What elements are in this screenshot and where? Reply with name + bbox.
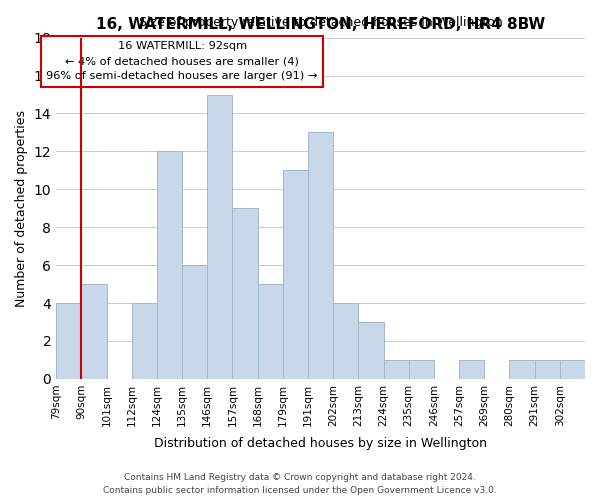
Bar <box>157 152 182 379</box>
Bar <box>56 303 82 379</box>
Bar <box>535 360 560 379</box>
Title: 16, WATERMILL, WELLINGTON, HEREFORD, HR4 8BW: 16, WATERMILL, WELLINGTON, HEREFORD, HR4… <box>96 18 545 32</box>
Bar <box>459 360 484 379</box>
Text: Size of property relative to detached houses in Wellington: Size of property relative to detached ho… <box>139 16 502 29</box>
Bar <box>383 360 409 379</box>
Bar <box>132 303 157 379</box>
Bar <box>232 208 257 379</box>
Y-axis label: Number of detached properties: Number of detached properties <box>15 110 28 307</box>
Bar <box>182 265 207 379</box>
Bar <box>358 322 383 379</box>
Bar <box>82 284 107 379</box>
X-axis label: Distribution of detached houses by size in Wellington: Distribution of detached houses by size … <box>154 437 487 450</box>
Bar <box>257 284 283 379</box>
Bar <box>409 360 434 379</box>
Bar <box>207 94 232 379</box>
Bar <box>283 170 308 379</box>
Bar <box>333 303 358 379</box>
Bar <box>560 360 585 379</box>
Bar <box>509 360 535 379</box>
Text: 16 WATERMILL: 92sqm
← 4% of detached houses are smaller (4)
96% of semi-detached: 16 WATERMILL: 92sqm ← 4% of detached hou… <box>46 42 318 81</box>
Text: Contains HM Land Registry data © Crown copyright and database right 2024.
Contai: Contains HM Land Registry data © Crown c… <box>103 474 497 495</box>
Bar <box>308 132 333 379</box>
